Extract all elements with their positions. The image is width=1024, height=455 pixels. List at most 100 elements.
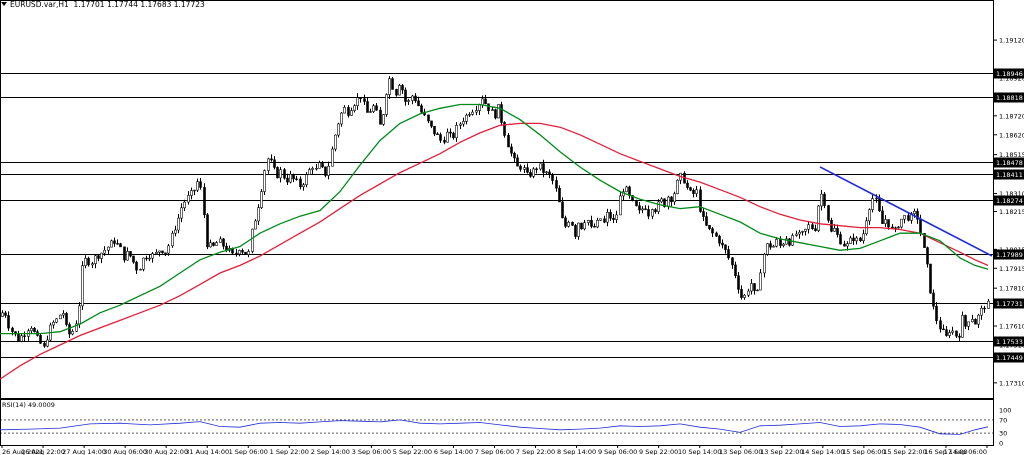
candle-body (337, 123, 340, 136)
candle-body (753, 283, 756, 291)
candle-body (644, 208, 647, 210)
candle-body (881, 210, 884, 225)
candle-body (900, 218, 903, 228)
y-tick-label: 1.17915 (999, 265, 1024, 273)
level-price-tag (994, 249, 1024, 260)
level-price-label: 1.18411 (996, 171, 1023, 179)
level-price-label: 1.17449 (996, 354, 1023, 362)
candle-body (497, 104, 500, 119)
candle-body (539, 163, 542, 170)
candle-body (628, 186, 631, 196)
level-price-tag (994, 169, 1024, 180)
candle-body (283, 169, 286, 179)
candle-body (833, 228, 836, 232)
candle-body (510, 146, 513, 154)
x-tick-label: 6 Sep 14:00 (434, 448, 473, 455)
candle-body (465, 114, 468, 122)
candle-body (647, 209, 650, 217)
level-price-label: 1.17731 (996, 300, 1023, 308)
chevron-down-icon[interactable] (1, 2, 7, 6)
x-tick-label: 13 Sep 06:00 (719, 448, 762, 455)
candle-body (427, 114, 430, 122)
candle-body (455, 125, 458, 139)
chart-header: EURUSD.var,H1 1.17701 1.17744 1.17683 1.… (1, 0, 205, 9)
level-price-label: 1.18946 (996, 70, 1023, 78)
candle-body (721, 242, 724, 246)
candle-body (987, 300, 990, 309)
candle-body (545, 171, 548, 174)
candle-body (619, 195, 622, 216)
candle-body (750, 283, 753, 292)
x-tick-label: 15 Sep 22:00 (883, 448, 926, 455)
candle-body (375, 105, 378, 111)
candle-body (887, 219, 890, 228)
candle-body (30, 327, 33, 332)
candle-body (33, 327, 36, 332)
y-tick-label: 1.17510 (999, 341, 1024, 349)
candle-body (503, 122, 506, 136)
candle-body (395, 89, 398, 96)
candle-body (708, 224, 711, 229)
candle-body (948, 332, 951, 336)
candle-body (215, 242, 218, 246)
candle-body (759, 272, 762, 291)
candle-body (404, 89, 407, 102)
x-tick-label: 17 Sep 06:00 (944, 448, 987, 455)
candle-body (500, 104, 503, 123)
candle-body (913, 210, 916, 215)
x-tick-label: 3 Sep 06:00 (352, 448, 391, 455)
y-tick-label: 1.18215 (999, 208, 1024, 216)
candle-body (727, 249, 730, 259)
candle-body (356, 97, 359, 106)
candle-body (100, 252, 103, 259)
candle-body (769, 243, 772, 248)
candle-body (347, 107, 350, 116)
candle-body (596, 219, 599, 228)
candle-body (148, 257, 151, 260)
candle-body (107, 246, 110, 251)
rsi-tick-label: 30 (999, 430, 1007, 438)
candle-body (155, 252, 158, 254)
candle-body (945, 329, 948, 336)
candle-body (791, 235, 794, 246)
candle-body (84, 257, 87, 266)
candle-body (116, 243, 119, 245)
level-price-tag (994, 92, 1024, 103)
candle-body (737, 275, 740, 290)
candle-body (823, 193, 826, 206)
candle-body (65, 313, 68, 325)
candle-body (699, 189, 702, 212)
x-tick-label: 7 Sep 06:00 (475, 448, 514, 455)
candle-body (804, 228, 807, 232)
candle-body (251, 228, 254, 252)
candle-body (382, 114, 385, 125)
fast-moving-average (0, 103, 989, 335)
y-tick-label: 1.18620 (999, 131, 1024, 139)
trendline (819, 166, 993, 257)
candle-body (958, 335, 961, 338)
candle-body (695, 189, 698, 194)
candle-body (311, 168, 314, 170)
level-price-label: 1.18818 (996, 94, 1023, 102)
candle-body (814, 228, 817, 231)
candle-body (929, 263, 932, 294)
candle-body (334, 134, 337, 150)
candle-body (11, 327, 14, 332)
candle-body (859, 237, 862, 242)
level-price-tag (994, 336, 1024, 347)
y-tick-label: 1.18720 (999, 112, 1024, 120)
candle-body (193, 189, 196, 192)
main-plot-frame (0, 0, 994, 446)
candle-body (580, 222, 583, 230)
candle-body (452, 132, 455, 139)
x-tick-label: 5 Sep 22:00 (393, 448, 432, 455)
x-tick-label: 8 Sep 14:00 (557, 448, 596, 455)
candle-body (119, 243, 122, 248)
candle-body (935, 305, 938, 322)
candle-body (891, 226, 894, 229)
candle-body (516, 157, 519, 167)
symbol-label: EURUSD.var,H1 (10, 0, 69, 9)
candle-body (689, 187, 692, 191)
candle-body (39, 335, 42, 344)
